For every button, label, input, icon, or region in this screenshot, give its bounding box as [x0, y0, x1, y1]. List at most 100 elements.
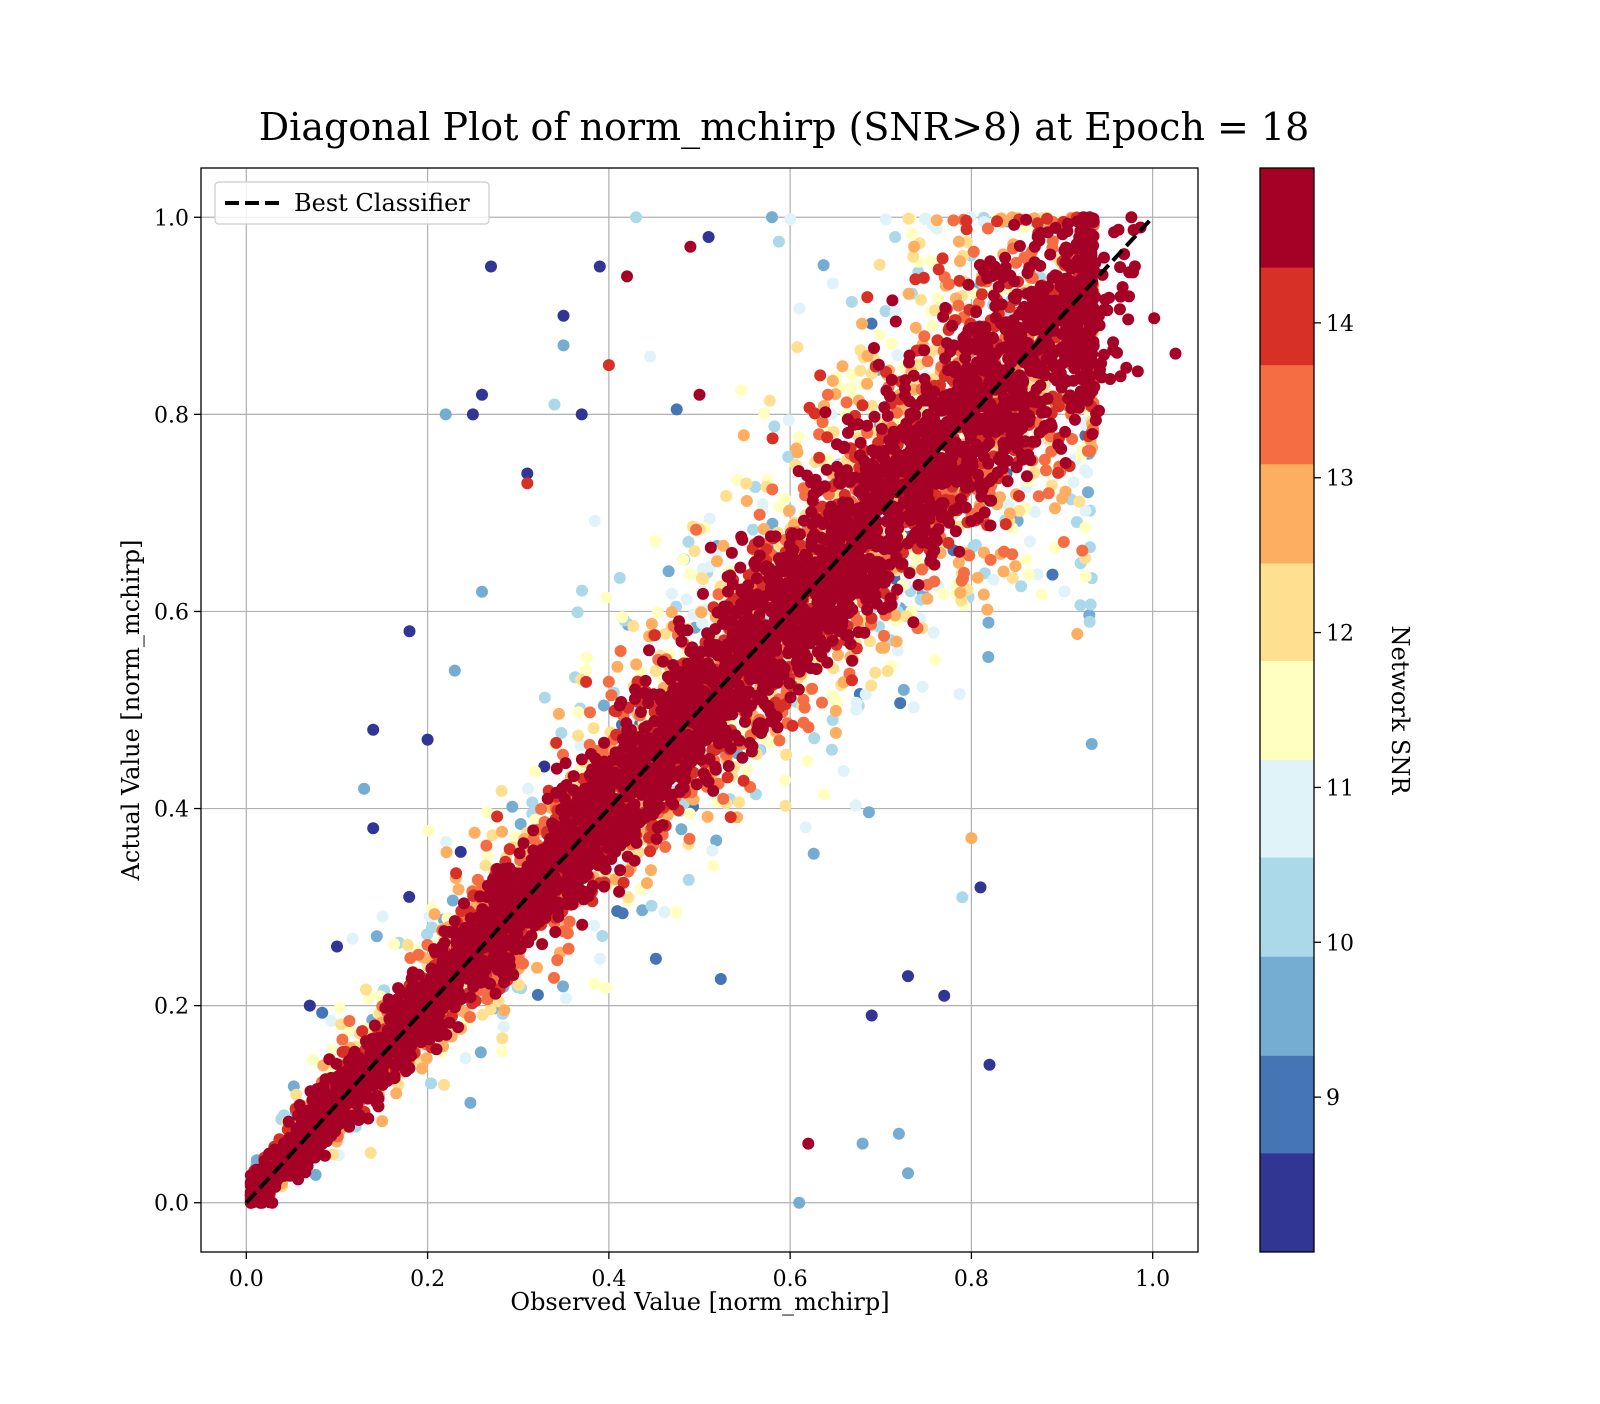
scatter-point: [747, 524, 759, 536]
scatter-point: [369, 1020, 381, 1032]
scatter-point: [580, 676, 592, 688]
scatter-point: [1047, 569, 1059, 581]
scatter-point: [1004, 508, 1016, 520]
scatter-point: [876, 423, 888, 435]
scatter-point: [917, 681, 929, 693]
scatter-point: [784, 213, 796, 225]
scatter-point: [481, 806, 493, 818]
scatter-point: [931, 214, 943, 226]
scatter-point: [948, 214, 960, 226]
scatter-point: [874, 329, 886, 341]
scatter-point: [651, 833, 663, 845]
scatter-point: [773, 735, 785, 747]
scatter-point: [1085, 599, 1097, 611]
scatter-point: [450, 867, 462, 879]
scatter-point: [1058, 536, 1070, 548]
scatter-point: [790, 443, 802, 455]
scatter-point: [531, 962, 543, 974]
scatter-point: [918, 330, 930, 342]
scatter-point: [416, 1063, 428, 1075]
scatter-point: [675, 823, 687, 835]
scatter-point: [572, 606, 584, 618]
scatter-point: [766, 483, 778, 495]
scatter-point: [589, 978, 601, 990]
scatter-point: [1010, 257, 1022, 269]
scatter-point: [671, 403, 683, 415]
scatter-point: [1000, 518, 1012, 530]
scatter-point: [921, 593, 933, 605]
scatter-point: [614, 572, 626, 584]
scatter-point: [773, 236, 785, 248]
scatter-point: [413, 949, 425, 961]
scatter-point: [891, 636, 903, 648]
scatter-point: [496, 826, 508, 838]
scatter-point: [846, 655, 858, 667]
scatter-point: [919, 213, 931, 225]
scatter-point: [808, 732, 820, 744]
scatter-point: [954, 255, 966, 267]
scatter-point: [768, 420, 780, 432]
scatter-point: [873, 359, 885, 371]
scatter-point: [1014, 240, 1026, 252]
scatter-point: [929, 654, 941, 666]
scatter-point: [650, 953, 662, 965]
scatter-point: [797, 694, 809, 706]
scatter-point: [886, 338, 898, 350]
scatter-point: [740, 478, 752, 490]
scatter-point: [695, 606, 707, 618]
scatter-point: [684, 833, 696, 845]
scatter-point: [616, 611, 628, 623]
scatter-point: [827, 375, 839, 387]
scatter-point: [891, 349, 903, 361]
scatter-point: [908, 241, 920, 253]
scatter-point: [861, 291, 873, 303]
scatter-point: [998, 546, 1010, 558]
scatter-point: [402, 939, 414, 951]
scatter-point: [787, 720, 799, 732]
scatter-point: [596, 930, 608, 942]
scatter-point: [449, 915, 461, 927]
scatter-point: [1023, 569, 1035, 581]
scatter-point: [783, 414, 795, 426]
scatter-point: [791, 341, 803, 353]
scatter-point: [878, 630, 890, 642]
scatter-point: [480, 840, 492, 852]
scatter-point: [953, 236, 965, 248]
scatter-point: [390, 1087, 402, 1099]
scatter-point: [316, 1007, 328, 1019]
scatter-point: [830, 705, 842, 717]
scatter-point: [421, 928, 433, 940]
scatter-point: [469, 827, 481, 839]
chart-title: Diagonal Plot of norm_mchirp (SNR>8) at …: [259, 105, 1310, 150]
scatter-point: [475, 1046, 487, 1058]
scatter-point: [649, 629, 661, 641]
scatter-point: [758, 407, 770, 419]
scatter-point: [453, 883, 465, 895]
scatter-point: [903, 213, 915, 225]
scatter-point: [932, 292, 944, 304]
scatter-point: [603, 676, 615, 688]
scatter-point: [846, 674, 858, 686]
scatter-point: [307, 1054, 319, 1066]
scatter-point: [1084, 616, 1096, 628]
scatter-point: [652, 606, 664, 618]
scatter-point: [933, 263, 945, 275]
scatter-point: [722, 771, 734, 783]
scatter-point: [1079, 522, 1091, 534]
scatter-point: [310, 1169, 322, 1181]
scatter-point: [720, 490, 732, 502]
scatter-point: [652, 822, 664, 834]
scatter-point: [813, 452, 825, 464]
scatter-point: [659, 906, 671, 918]
scatter-point: [918, 272, 930, 284]
scatter-point: [1052, 467, 1064, 479]
scatter-point: [690, 524, 702, 536]
scatter-point: [498, 1021, 510, 1033]
scatter-point: [991, 215, 1003, 227]
scatter-point: [572, 730, 584, 742]
scatter-point: [983, 617, 995, 629]
scatter-point: [1008, 219, 1020, 231]
scatter-point: [725, 811, 737, 823]
scatter-point: [846, 296, 858, 308]
scatter-point: [841, 396, 853, 408]
